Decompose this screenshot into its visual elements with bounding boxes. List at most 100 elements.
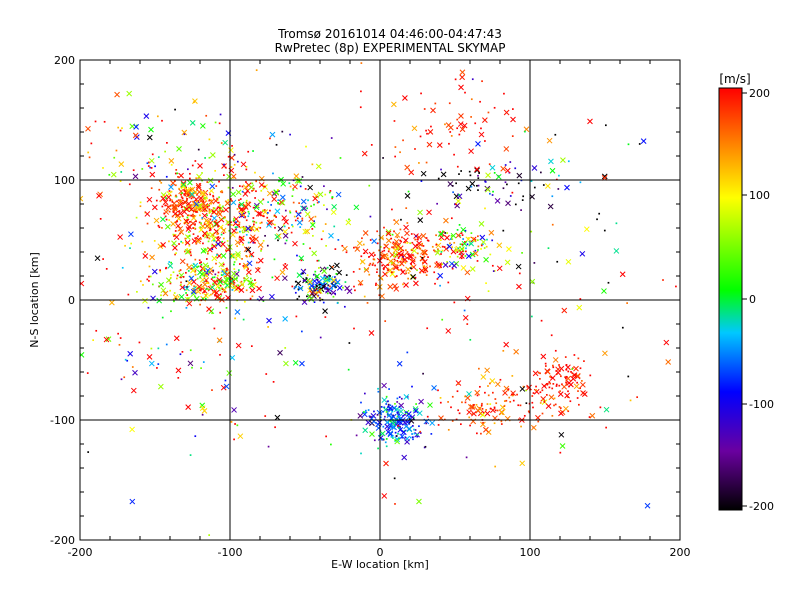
x-tick-label: -200 [68, 546, 93, 559]
data-point-dot [187, 270, 190, 272]
data-point-x [245, 225, 252, 232]
data-point-dot [308, 285, 311, 288]
data-point-dot [254, 171, 256, 174]
data-point-dot [377, 390, 380, 393]
data-point-x [235, 285, 241, 291]
data-point-dot [493, 270, 496, 272]
data-point-dot [204, 297, 207, 300]
data-point-dot [184, 194, 187, 197]
data-point-dot [239, 198, 242, 200]
data-point-dot [539, 372, 541, 375]
data-point-x [379, 430, 386, 437]
data-point-dot [200, 286, 203, 289]
data-point-x [532, 370, 539, 377]
data-point-dot [235, 228, 238, 231]
data-point-dot [188, 235, 191, 237]
data-point-x [292, 240, 298, 247]
data-point-dot [315, 291, 318, 293]
data-point-dot [476, 260, 479, 262]
data-point-dot [453, 301, 456, 304]
data-point-dot [436, 278, 439, 280]
data-point-dot [215, 219, 218, 222]
data-point-dot [579, 298, 582, 300]
data-point-dot [199, 214, 201, 217]
data-point-dot [379, 246, 382, 248]
data-point-dot [478, 367, 480, 370]
data-point-dot [174, 172, 177, 175]
data-point-x [437, 231, 444, 237]
data-point-x [173, 335, 180, 342]
data-point-x [175, 215, 182, 222]
data-point-dot [102, 258, 104, 260]
data-point-dot [400, 240, 403, 243]
data-point-dot [459, 243, 462, 246]
data-point-dot [461, 243, 464, 246]
data-point-dot [169, 205, 172, 208]
data-point-dot [456, 118, 459, 121]
data-point-dot [477, 245, 480, 248]
data-point-x [393, 264, 399, 271]
data-point-dot [249, 277, 252, 280]
data-point-x [296, 178, 303, 184]
data-point-dot [425, 237, 428, 239]
data-point-dot [552, 383, 555, 385]
data-point-x [330, 282, 337, 289]
data-point-dot [388, 408, 391, 411]
data-point-x [173, 234, 180, 241]
data-point-dot [387, 421, 389, 424]
data-point-x [160, 195, 167, 202]
data-point-dot [520, 425, 522, 428]
data-point-x [269, 293, 275, 300]
data-point-dot [485, 409, 488, 411]
data-point-dot [414, 148, 416, 150]
data-point-x [382, 271, 388, 278]
data-point-dot [220, 142, 223, 144]
data-point-x [132, 173, 139, 180]
data-point-dot [219, 218, 222, 220]
data-point-dot [398, 255, 401, 258]
data-point-dot [260, 221, 263, 224]
data-point-dot [462, 238, 465, 240]
data-point-dot [203, 274, 206, 277]
data-point-dot [571, 372, 574, 375]
data-point-dot [168, 210, 171, 213]
data-point-x [466, 391, 472, 397]
data-point-dot [156, 115, 159, 118]
data-point-dot [455, 182, 457, 185]
data-point-x [458, 246, 465, 252]
data-point-dot [269, 209, 271, 212]
data-point-x [238, 287, 245, 294]
data-point-dot [189, 454, 192, 456]
data-point-x [211, 208, 217, 215]
data-point-dot [218, 196, 220, 199]
data-point-dot [206, 275, 208, 278]
data-point-dot [420, 244, 423, 247]
data-point-dot [372, 262, 375, 265]
data-point-dot [221, 227, 223, 229]
data-point-x [426, 141, 433, 148]
data-point-dot [577, 390, 579, 392]
data-point-dot [235, 277, 238, 280]
data-point-dot [266, 216, 269, 219]
data-point-dot [381, 250, 384, 253]
data-point-x [383, 460, 389, 467]
data-point-dot [477, 235, 479, 238]
data-point-dot [446, 261, 448, 263]
data-point-dot [533, 262, 536, 264]
data-point-dot [159, 270, 162, 273]
data-point-x [218, 261, 225, 268]
data-point-dot [464, 401, 467, 404]
data-point-x [390, 413, 397, 420]
data-point-dot [344, 281, 347, 283]
data-point-dot [414, 276, 417, 279]
data-point-dot [558, 384, 561, 387]
x-axis-label: E-W location [km] [331, 558, 429, 571]
data-point-x [283, 219, 289, 225]
data-point-dot [194, 223, 196, 226]
data-point-dot [252, 150, 254, 152]
data-point-dot [90, 142, 93, 145]
data-point-dot [391, 233, 394, 236]
data-point-dot [201, 218, 204, 220]
data-point-dot [262, 215, 265, 218]
data-point-dot [218, 286, 220, 289]
